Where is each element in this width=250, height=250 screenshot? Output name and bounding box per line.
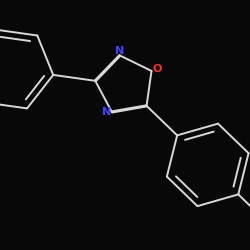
Text: O: O	[153, 64, 162, 74]
Text: N: N	[115, 46, 124, 56]
Text: N: N	[102, 107, 112, 117]
